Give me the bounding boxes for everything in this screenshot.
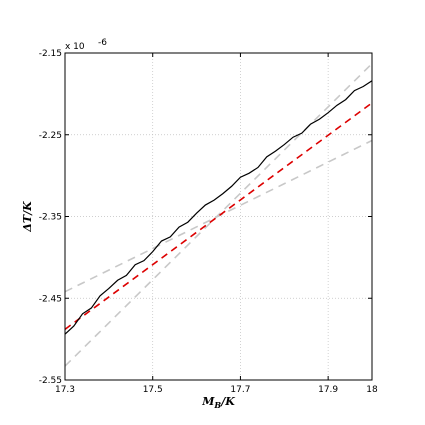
- x-tick-label: 17.9: [318, 385, 338, 395]
- x-axis-label-subscript: B: [213, 400, 221, 410]
- y-tick-label: -2.45: [39, 294, 62, 304]
- x-tick-label: 17.3: [55, 385, 75, 395]
- y-axis-exponent: -6: [98, 38, 107, 48]
- y-axis-label: ΔT/K: [21, 201, 34, 233]
- x-axis: 17.3 17.5 17.7 17.9 18: [55, 53, 378, 395]
- y-tick-label: -2.35: [39, 213, 62, 223]
- y-tick-label: -2.55: [39, 376, 62, 386]
- upper-bound-line: [65, 63, 372, 367]
- data-series-line: [65, 80, 372, 335]
- y-tick-label: -2.25: [39, 131, 62, 141]
- y-axis-multiplier: x 10: [65, 42, 85, 52]
- y-axis: -2.15 -2.25 -2.35 -2.45 -2.55: [39, 49, 372, 386]
- series-group: [65, 63, 372, 367]
- plot-area: [65, 63, 372, 367]
- x-axis-label-main: M: [201, 395, 215, 408]
- x-tick-label: 18: [366, 385, 378, 395]
- y-tick-label: -2.15: [39, 49, 62, 59]
- x-axis-label-denominator: /K: [220, 395, 235, 408]
- x-tick-label: 17.7: [230, 385, 250, 395]
- lower-bound-line: [65, 139, 372, 293]
- x-axis-label: MB/K: [201, 395, 235, 410]
- fit-series-line: [65, 102, 372, 330]
- x-tick-label: 17.5: [143, 385, 163, 395]
